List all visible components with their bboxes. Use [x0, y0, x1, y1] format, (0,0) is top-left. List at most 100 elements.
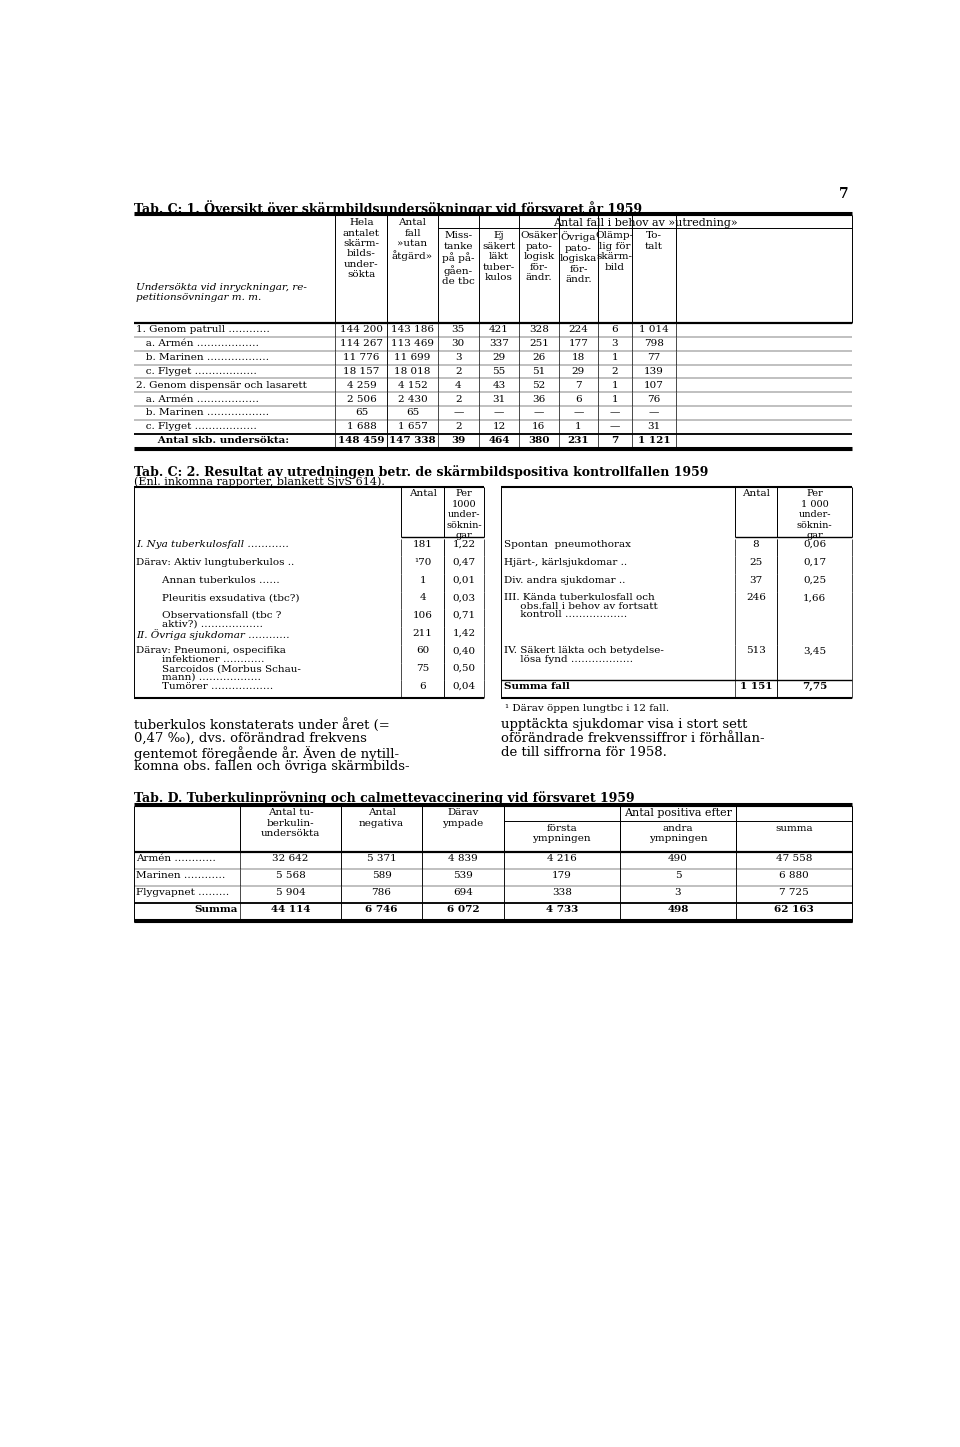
Text: —: —: [493, 408, 504, 418]
Text: 2 430: 2 430: [397, 395, 427, 404]
Text: 231: 231: [567, 436, 589, 446]
Text: 1: 1: [575, 423, 582, 431]
Text: 1 688: 1 688: [347, 423, 376, 431]
Text: 0,47 ‰), dvs. oförändrad frekvens: 0,47 ‰), dvs. oförändrad frekvens: [134, 732, 367, 745]
Text: b. Marinen ………………: b. Marinen ………………: [135, 408, 269, 418]
Text: Pleuritis exsudativa (tbc?): Pleuritis exsudativa (tbc?): [136, 593, 300, 602]
Text: 0,71: 0,71: [452, 611, 475, 619]
Text: Övriga
pato-
logiska
för-
ändr.: Övriga pato- logiska för- ändr.: [560, 232, 597, 284]
Text: 11 699: 11 699: [395, 353, 431, 362]
Text: (Enl. inkomna rapporter, blankett SjvS 614).: (Enl. inkomna rapporter, blankett SjvS 6…: [134, 476, 385, 486]
Text: 0,17: 0,17: [804, 559, 827, 567]
Text: 7: 7: [575, 381, 582, 389]
Text: 224: 224: [568, 326, 588, 334]
Text: a. Armén ………………: a. Armén ………………: [135, 339, 258, 349]
Text: 0,47: 0,47: [452, 559, 475, 567]
Text: summa: summa: [776, 823, 813, 832]
Text: 25: 25: [749, 559, 762, 567]
Text: Hjärt-, kärlsjukdomar ..: Hjärt-, kärlsjukdomar ..: [504, 559, 627, 567]
Text: 2: 2: [612, 368, 618, 376]
Text: —: —: [453, 408, 464, 418]
Text: 35: 35: [451, 326, 465, 334]
Text: Antal fall i behov av »utredning»: Antal fall i behov av »utredning»: [553, 218, 737, 229]
Text: Antal skb. undersökta:: Antal skb. undersökta:: [135, 436, 289, 446]
Text: 1: 1: [612, 381, 618, 389]
Text: Olämp-
lig för
skärm-
bild: Olämp- lig för skärm- bild: [596, 232, 634, 272]
Text: 4 839: 4 839: [448, 854, 478, 864]
Text: 0,03: 0,03: [452, 593, 475, 602]
Text: 26: 26: [532, 353, 545, 362]
Text: 1 657: 1 657: [397, 423, 427, 431]
Text: —: —: [534, 408, 544, 418]
Text: 3,45: 3,45: [804, 647, 827, 655]
Text: 2: 2: [455, 368, 462, 376]
Text: c. Flyget ………………: c. Flyget ………………: [135, 368, 256, 376]
Text: 1: 1: [612, 395, 618, 404]
Text: 181: 181: [413, 540, 433, 550]
Text: Sarcoidos (Morbus Schau-: Sarcoidos (Morbus Schau-: [136, 664, 301, 673]
Text: Summa fall: Summa fall: [504, 682, 569, 690]
Text: 114 267: 114 267: [340, 339, 383, 349]
Text: a. Armén ………………: a. Armén ………………: [135, 395, 258, 404]
Text: 147 338: 147 338: [389, 436, 436, 446]
Text: 51: 51: [532, 368, 545, 376]
Text: Antal
fall
»utan
åtgärd»: Antal fall »utan åtgärd»: [392, 218, 433, 260]
Text: 177: 177: [568, 339, 588, 349]
Text: tuberkulos konstaterats under året (=: tuberkulos konstaterats under året (=: [134, 718, 390, 732]
Text: 2. Genom dispensär och lasarett: 2. Genom dispensär och lasarett: [135, 381, 306, 389]
Text: 65: 65: [406, 408, 420, 418]
Text: 8: 8: [753, 540, 759, 550]
Text: 43: 43: [492, 381, 506, 389]
Text: —: —: [610, 423, 620, 431]
Text: 144 200: 144 200: [340, 326, 383, 334]
Text: II. Övriga sjukdomar …………: II. Övriga sjukdomar …………: [136, 628, 290, 640]
Text: Tab. D. Tuberkulinprövning och calmettevaccinering vid försvaret 1959: Tab. D. Tuberkulinprövning och calmettev…: [134, 792, 635, 805]
Text: Annan tuberkulos ……: Annan tuberkulos ……: [136, 576, 280, 585]
Text: 3: 3: [455, 353, 462, 362]
Text: Hela
antalet
skärm-
bilds-
under-
sökta: Hela antalet skärm- bilds- under- sökta: [343, 218, 380, 279]
Text: Därav
ympade: Därav ympade: [443, 807, 484, 828]
Text: 0,01: 0,01: [452, 576, 475, 585]
Text: Tab. C: 1. Översikt över skärmbildsundersökningar vid försvaret år 1959: Tab. C: 1. Översikt över skärmbildsunder…: [134, 201, 642, 217]
Text: 338: 338: [552, 888, 572, 897]
Text: första
ympningen: första ympningen: [533, 823, 591, 844]
Text: 7 725: 7 725: [780, 888, 809, 897]
Text: 44 114: 44 114: [271, 906, 310, 915]
Text: 1,42: 1,42: [452, 628, 475, 638]
Text: Osäker
pato-
logisk
för-
ändr.: Osäker pato- logisk för- ändr.: [520, 232, 558, 282]
Text: 18 157: 18 157: [344, 368, 379, 376]
Text: Summa: Summa: [195, 906, 238, 915]
Text: Antal: Antal: [409, 489, 437, 498]
Text: de till siffrorna för 1958.: de till siffrorna för 1958.: [501, 745, 667, 758]
Text: 179: 179: [552, 871, 572, 880]
Text: 798: 798: [644, 339, 664, 349]
Text: 32 642: 32 642: [273, 854, 309, 864]
Text: mann) ………………: mann) ………………: [136, 673, 261, 682]
Text: 6 880: 6 880: [780, 871, 809, 880]
Text: Per
1 000
under-
söknin-
gar: Per 1 000 under- söknin- gar: [797, 489, 832, 540]
Text: —: —: [610, 408, 620, 418]
Text: 5 568: 5 568: [276, 871, 305, 880]
Text: 148 459: 148 459: [338, 436, 385, 446]
Text: 2: 2: [455, 395, 462, 404]
Text: Tumörer ………………: Tumörer ………………: [136, 682, 274, 690]
Text: gentemot föregående år. Även de nytill-: gentemot föregående år. Även de nytill-: [134, 745, 399, 761]
Text: 107: 107: [644, 381, 664, 389]
Text: 1,22: 1,22: [452, 540, 475, 550]
Text: 47 558: 47 558: [776, 854, 812, 864]
Text: 211: 211: [413, 628, 433, 638]
Text: 113 469: 113 469: [391, 339, 434, 349]
Text: 0,25: 0,25: [804, 576, 827, 585]
Text: 29: 29: [572, 368, 585, 376]
Text: 1 151: 1 151: [739, 682, 772, 690]
Text: oförändrade frekvenssiffror i förhållan-: oförändrade frekvenssiffror i förhållan-: [501, 732, 765, 745]
Text: komna obs. fallen och övriga skärmbilds-: komna obs. fallen och övriga skärmbilds-: [134, 760, 410, 773]
Text: 31: 31: [492, 395, 506, 404]
Text: 539: 539: [453, 871, 473, 880]
Text: 7: 7: [612, 436, 618, 446]
Text: I. Nya tuberkulosfall …………: I. Nya tuberkulosfall …………: [136, 540, 289, 550]
Text: c. Flyget ………………: c. Flyget ………………: [135, 423, 256, 431]
Text: 6: 6: [420, 682, 426, 690]
Text: 246: 246: [746, 593, 766, 602]
Text: 498: 498: [667, 906, 688, 915]
